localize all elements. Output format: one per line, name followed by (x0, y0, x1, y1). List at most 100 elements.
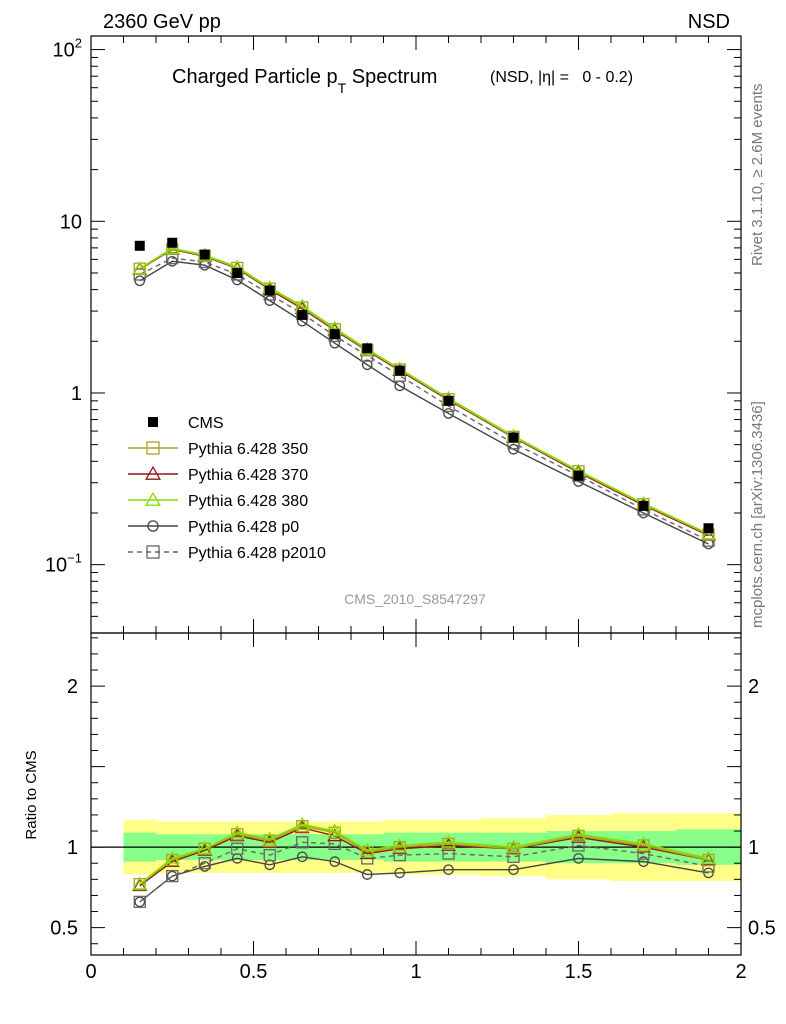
main-point-data (264, 285, 275, 296)
main-point-p0 (443, 408, 454, 419)
process-label: NSD (688, 11, 730, 33)
ratio-point-p0 (443, 864, 454, 875)
ratio-point-p0 (394, 867, 406, 879)
main-line-p350 (139, 248, 709, 536)
main-ytick-label: 1 (71, 383, 82, 405)
main-point-data (394, 365, 405, 376)
main-point-p0 (264, 295, 276, 306)
main-point-data (199, 249, 210, 260)
main-point-data (443, 395, 454, 406)
main-point-data (703, 523, 714, 534)
ratio-point-p380 (197, 841, 213, 855)
legend-marker-p370 (144, 465, 162, 480)
analysis-id: CMS_2010_S8547297 (344, 591, 486, 607)
ratio-point-p350 (507, 842, 520, 855)
main-point-data (232, 267, 243, 278)
ratio-xtick-label: 0.5 (240, 961, 268, 983)
ratio-point-p0 (199, 861, 211, 872)
ratio-point-p2010 (263, 849, 276, 862)
main-panel: 102 10 1 10−1 (45, 35, 742, 634)
main-ytick-label: 102 (53, 36, 82, 62)
main-point-data (297, 309, 308, 320)
ratio-ytick-label: 0.5 (50, 918, 78, 940)
main-point-data (638, 500, 649, 511)
ratio-point-p2010 (296, 836, 309, 849)
ratio-ytick-label-right: 2 (748, 676, 759, 698)
ratio-point-p0 (508, 864, 519, 875)
ratio-point-p380 (359, 842, 375, 856)
main-point-data (134, 240, 145, 251)
main-ytick-label: 10−1 (45, 551, 82, 577)
mcplots-label: mcplots.cern.ch [arXiv:1306.3436] (749, 401, 766, 628)
rivet-label: Rivet 3.1.10, ≥ 2.6M events (749, 84, 766, 267)
ratio-point-p380 (229, 825, 245, 839)
ratio-point-p2010 (198, 857, 211, 870)
main-point-p0 (134, 275, 146, 287)
legend-marker-p0 (147, 520, 159, 532)
ratio-point-p350 (361, 845, 374, 859)
ratio-point-p380 (571, 826, 586, 840)
ratio-point-p2010 (572, 839, 585, 852)
main-point-p380 (132, 260, 148, 275)
ratio-ytick-label-right: 0.5 (748, 918, 776, 940)
ratio-point-p0 (329, 856, 341, 867)
ratio-point-p0 (296, 851, 308, 863)
legend-label-p370: Pythia 6.428 370 (188, 467, 308, 484)
main-point-data (167, 237, 178, 248)
ratio-point-p380 (636, 836, 651, 850)
title-tail: Spectrum (346, 66, 437, 88)
ratio-point-p370 (262, 834, 278, 848)
energy-label: 2360 GeV pp (103, 11, 221, 33)
ratio-ytick-label-right: 1 (748, 837, 759, 859)
legend-label-data: CMS (188, 415, 224, 432)
ratio-ytick-label: 2 (67, 676, 78, 698)
ratio-xtick-label: 1.5 (565, 961, 593, 983)
plot-title: Charged Particle pT Spectrum (172, 66, 437, 96)
ratio-point-p370 (359, 845, 375, 859)
ratio-panel: 2 2 1 1 0.5 0.5 0 0.5 1 1.5 2 (50, 632, 776, 983)
ratio-point-p380 (392, 837, 408, 851)
main-frame (90, 35, 742, 634)
title-subscript: T (338, 80, 347, 96)
legend-label-p350: Pythia 6.428 350 (188, 441, 308, 458)
ratio-point-p2010 (166, 869, 179, 883)
main-point-data (362, 343, 373, 354)
legend-marker-p380 (144, 491, 162, 506)
ratio-point-p2010 (231, 842, 244, 855)
main-ytick-label: 10 (60, 211, 82, 233)
ratio-point-p380 (701, 850, 716, 864)
main-point-data (508, 432, 519, 443)
ratio-point-p350 (442, 837, 455, 851)
legend: CMS Pythia 6.428 350 Pythia 6.428 370 Pythi… (128, 415, 326, 562)
ratio-point-p0 (134, 896, 146, 908)
ratio-point-p380 (132, 876, 148, 890)
ratio-point-p350 (328, 826, 341, 839)
ratio-point-p2010 (133, 895, 146, 909)
ratio-point-p0 (166, 870, 178, 882)
ratio-xtick-label: 2 (735, 961, 746, 983)
ratio-ytick-label: 1 (67, 837, 78, 859)
ratio-xtick-label: 1 (410, 961, 421, 983)
ratio-point-p380 (262, 831, 278, 845)
ratio-point-p380 (506, 839, 521, 853)
ratio-point-p2010 (702, 860, 715, 873)
main-point-data (329, 329, 340, 340)
title-cut: (NSD, |η| = 0 - 0.2) (490, 69, 633, 86)
ratio-ylabel: Ratio to CMS (23, 750, 40, 839)
legend-label-p2010: Pythia 6.428 p2010 (188, 545, 326, 562)
ratio-point-p370 (132, 878, 148, 892)
ratio-point-p380 (441, 834, 456, 848)
ratio-point-p350 (702, 853, 715, 867)
legend-marker-p350 (146, 441, 160, 455)
title-main: Charged Particle p (172, 66, 338, 88)
ratio-point-p0 (573, 853, 584, 864)
ratio-line-p380 (139, 823, 709, 885)
main-point-data (573, 470, 584, 481)
ratio-point-p380 (294, 816, 310, 830)
ratio-point-p0 (638, 856, 649, 867)
legend-marker-p2010 (146, 545, 160, 559)
main-point-p0 (361, 359, 373, 371)
legend-label-p380: Pythia 6.428 380 (188, 493, 308, 510)
legend-label-p0: Pythia 6.428 p0 (188, 519, 299, 536)
